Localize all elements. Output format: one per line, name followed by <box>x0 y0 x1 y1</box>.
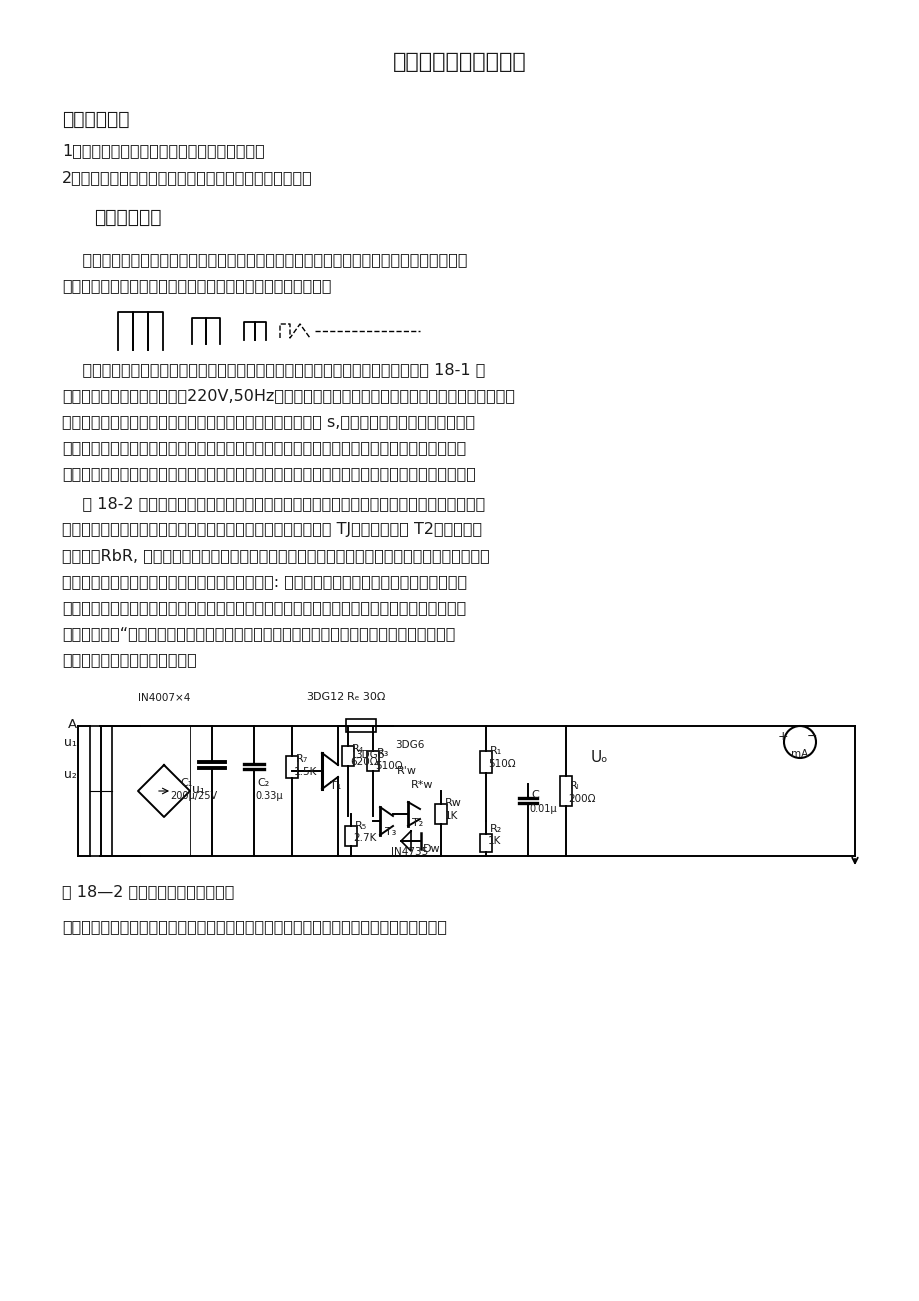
Text: R'w: R'w <box>397 766 416 775</box>
Text: T₃: T₃ <box>384 827 396 837</box>
Bar <box>346 719 376 732</box>
Text: C₁: C₁ <box>180 778 192 788</box>
Text: 1K: 1K <box>487 837 501 846</box>
Text: R₃: R₃ <box>377 748 389 758</box>
Text: Rₑ 30Ω: Rₑ 30Ω <box>346 692 385 703</box>
Text: u₂: u₂ <box>64 768 77 781</box>
Text: 0.01μ: 0.01μ <box>528 804 556 814</box>
Text: R₇: R₇ <box>296 755 308 764</box>
Text: 直流稳压电源由电源变压器、整流、游波和稳压电路四部分组成，其原理框图如图 18-1 所: 直流稳压电源由电源变压器、整流、游波和稳压电路四部分组成，其原理框图如图 18-… <box>62 362 485 377</box>
Text: 1、研究单相桥式整流、电容滤波电路的特性。: 1、研究单相桥式整流、电容滤波电路的特性。 <box>62 143 265 157</box>
Text: Dᴡ: Dᴡ <box>423 844 440 853</box>
Text: 个具有电压串联负反馈的闭环系统，其稳压过程为: 当电网电压波动或负载变动引起输出直流电: 个具有电压串联负反馈的闭环系统，其稳压过程为: 当电网电压波动或负载变动引起输出… <box>62 574 467 589</box>
Text: 200Ω: 200Ω <box>567 794 595 804</box>
Text: 图 18—2 串联型稳压电源实验电路: 图 18—2 串联型稳压电源实验电路 <box>62 883 234 899</box>
Text: R₁: R₁ <box>490 745 502 756</box>
Bar <box>480 751 492 773</box>
Text: 0.33μ: 0.33μ <box>255 791 282 801</box>
Text: 一、实验目的: 一、实验目的 <box>62 111 130 129</box>
Text: 串联型晶体管稳压电源: 串联型晶体管稳压电源 <box>392 52 527 72</box>
Text: Rₗ: Rₗ <box>570 781 579 791</box>
Text: mA: mA <box>790 749 808 758</box>
Text: R₅: R₅ <box>355 821 367 831</box>
Text: 压发生变化时，取样电路取出输出电压的一部分送入比较放大器，并与基准电压进行比较，产生: 压发生变化时，取样电路取出输出电压的一部分送入比较放大器，并与基准电压进行比较，… <box>62 600 466 615</box>
Text: u₁: u₁ <box>64 736 77 749</box>
Text: T₂: T₂ <box>412 818 423 827</box>
Text: 的误差信号经“放大后送至调整管的基极，使调整管改变其管压降，以补偿输出电压的变化，: 的误差信号经“放大后送至调整管的基极，使调整管改变其管压降，以补偿输出电压的变化… <box>62 626 455 641</box>
Text: IN4007×4: IN4007×4 <box>138 693 190 703</box>
Bar <box>342 745 354 766</box>
Text: R₂: R₂ <box>490 824 502 834</box>
Text: 电路用、RbR, 基准电压厌、后和过流保护电路七管及电阵后、居、居等组成。整个稳压电路是一: 电路用、RbR, 基准电压厌、后和过流保护电路七管及电阵后、居、居等组成。整个稳… <box>62 548 489 563</box>
Text: 示。电网供给的交流电压幼（220V,50Hz）经电源变压器降压后，得到符合电路需要的交流电压处: 示。电网供给的交流电压幼（220V,50Hz）经电源变压器降压后，得到符合电路需… <box>62 388 515 403</box>
Text: 电子设备一般都需要直流电源供电。这些直流电除了少数直接利用干电池和直流发电机外，: 电子设备一般都需要直流电源供电。这些直流电除了少数直接利用干电池和直流发电机外， <box>62 252 467 267</box>
Text: 200μ/25V: 200μ/25V <box>170 791 217 801</box>
Text: R₄: R₄ <box>352 744 364 755</box>
Text: u₁: u₁ <box>192 783 205 796</box>
Text: 可得到比较平直的直流电压口。但这样的直流输出电压，还会随交流电网电压的波动或负载的变: 可得到比较平直的直流电压口。但这样的直流输出电压，还会随交流电网电压的波动或负载… <box>62 440 466 455</box>
Bar <box>480 834 492 852</box>
Text: 1K: 1K <box>445 811 458 821</box>
Bar <box>101 726 112 856</box>
Text: 二、实验原理: 二、实验原理 <box>94 208 162 226</box>
Bar <box>90 726 101 856</box>
Text: 620Ω: 620Ω <box>349 757 377 768</box>
Text: T₁: T₁ <box>330 781 341 791</box>
Text: 510Ω: 510Ω <box>375 761 403 771</box>
Bar <box>367 751 379 771</box>
Text: 2.7K: 2.7K <box>353 833 376 843</box>
Text: Rw: Rw <box>445 798 461 808</box>
Text: C: C <box>530 790 539 800</box>
Text: 大多数是采用把交流电（市电）转变为直流电的直流稳压电源。: 大多数是采用把交流电（市电）转变为直流电的直流稳压电源。 <box>62 278 331 293</box>
Text: R*w: R*w <box>411 781 433 790</box>
Text: Uₒ: Uₒ <box>590 749 607 765</box>
Text: 3DG6: 3DG6 <box>394 740 424 749</box>
Text: IN4735: IN4735 <box>391 847 427 857</box>
Text: 从而达到稳定输出电压的目的。: 从而达到稳定输出电压的目的。 <box>62 652 197 667</box>
Text: +: + <box>777 730 788 743</box>
Text: 图 18-2 是由分立元件组成的串联型稳压电源的电路图。其整流部分为单相桥式整流、电容: 图 18-2 是由分立元件组成的串联型稳压电源的电路图。其整流部分为单相桥式整流… <box>62 496 484 511</box>
Text: −: − <box>806 730 817 743</box>
Text: 然后由整流电路变换成方向不变、大小随时间变化的脆动电压 s,再用滤波器滤去其交流分量，就: 然后由整流电路变换成方向不变、大小随时间变化的脆动电压 s,再用滤波器滤去其交流… <box>62 414 474 429</box>
Bar <box>435 804 447 824</box>
Text: 1.5K: 1.5K <box>294 768 317 777</box>
Text: 3DG12: 3DG12 <box>306 692 344 703</box>
Text: 由于在稳压电路中，调整管与负载串联，因此流过它的电流与负载电流一样大。当输出电流: 由于在稳压电路中，调整管与负载串联，因此流过它的电流与负载电流一样大。当输出电流 <box>62 919 447 934</box>
Bar <box>560 775 572 807</box>
Text: A: A <box>68 718 77 731</box>
Bar <box>345 826 357 846</box>
Text: C₂: C₂ <box>256 778 269 788</box>
Text: 3DG6: 3DG6 <box>355 749 384 760</box>
Text: 2、掌握串联型晶体管稳压电源主要技术指标的测试方法。: 2、掌握串联型晶体管稳压电源主要技术指标的测试方法。 <box>62 170 312 185</box>
Bar <box>286 756 298 778</box>
Text: 动而变化。在对直流供电要求较高的场合，还需要使用稳压电路，以保证输出直流电压更加稳定。: 动而变化。在对直流供电要求较高的场合，还需要使用稳压电路，以保证输出直流电压更加… <box>62 466 475 481</box>
Text: 510Ω: 510Ω <box>487 758 515 769</box>
Text: 滤波电路。稳压部分为串联型稳压电路，它由调整元件（晶体管 TJ；比较放大器 T2、必；取样: 滤波电路。稳压部分为串联型稳压电路，它由调整元件（晶体管 TJ；比较放大器 T2… <box>62 522 482 537</box>
